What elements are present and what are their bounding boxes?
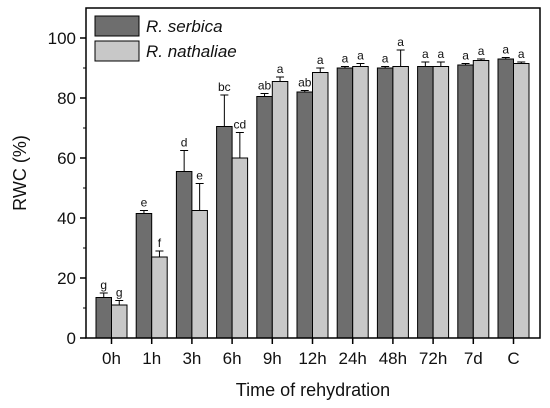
significance-letter: e bbox=[141, 196, 148, 210]
significance-letter: a bbox=[317, 53, 324, 67]
bar-nathaliae-3h bbox=[191, 210, 208, 339]
significance-letter: f bbox=[158, 236, 162, 250]
x-tick-label: 48h bbox=[379, 349, 407, 368]
x-tick-label: 72h bbox=[419, 349, 447, 368]
y-tick-label: 20 bbox=[57, 269, 76, 288]
significance-letter: d bbox=[181, 136, 188, 150]
legend-swatch bbox=[94, 40, 140, 62]
y-tick-label: 0 bbox=[67, 329, 76, 348]
bar-serbica-12h bbox=[296, 91, 313, 339]
significance-letter: a bbox=[502, 43, 509, 57]
significance-letter: a bbox=[462, 49, 469, 63]
bar-serbica-7d bbox=[457, 64, 474, 339]
bar-nathaliae-48h bbox=[392, 66, 409, 339]
significance-letter: a bbox=[382, 52, 389, 66]
y-axis-title: RWC (%) bbox=[10, 135, 30, 211]
y-tick-label: 60 bbox=[57, 149, 76, 168]
x-axis: 0h 1h 3h 6h 9h 12h 24h 48h 72h 7d C bbox=[102, 338, 520, 368]
x-tick-label: 9h bbox=[263, 349, 282, 368]
x-tick-label: 12h bbox=[298, 349, 326, 368]
significance-letter: cd bbox=[234, 118, 247, 132]
significance-letter: a bbox=[397, 35, 404, 49]
x-tick-label: 1h bbox=[142, 349, 161, 368]
significance-letter: a bbox=[478, 44, 485, 58]
legend-label: R. nathaliae bbox=[146, 42, 237, 61]
significance-letter: e bbox=[196, 169, 203, 183]
bar-serbica-0h bbox=[95, 297, 112, 339]
x-tick-label: C bbox=[507, 349, 519, 368]
significance-letter: a bbox=[438, 47, 445, 61]
significance-letter: bc bbox=[218, 80, 231, 94]
legend-swatch bbox=[94, 15, 140, 37]
legend: R. serbica R. nathaliae bbox=[94, 15, 237, 62]
significance-letter: g bbox=[100, 278, 107, 292]
bar-serbica-6h bbox=[216, 126, 233, 339]
x-tick-label: 3h bbox=[182, 349, 201, 368]
bar-serbica-48h bbox=[376, 67, 394, 339]
bar-nathaliae-7d bbox=[472, 60, 490, 339]
bar-nathaliae-72h bbox=[432, 66, 450, 339]
x-tick-label: 24h bbox=[339, 349, 367, 368]
legend-label: R. serbica bbox=[146, 17, 223, 36]
significance-letter: g bbox=[116, 286, 123, 300]
x-tick-label: 6h bbox=[223, 349, 242, 368]
y-tick-label: 100 bbox=[48, 29, 76, 48]
bar-serbica-C bbox=[497, 58, 514, 339]
significance-letter: a bbox=[277, 62, 284, 76]
significance-letter: a bbox=[342, 52, 349, 66]
bar-serbica-9h bbox=[256, 96, 273, 339]
bar-serbica-24h bbox=[336, 67, 354, 339]
bar-serbica-72h bbox=[417, 66, 434, 339]
bars-layer bbox=[95, 58, 530, 339]
bar-nathaliae-C bbox=[513, 63, 530, 339]
bar-serbica-1h bbox=[135, 213, 153, 339]
bar-nathaliae-24h bbox=[352, 66, 369, 339]
y-tick-label: 40 bbox=[57, 209, 76, 228]
significance-letter: a bbox=[518, 47, 525, 61]
bar-nathaliae-12h bbox=[312, 72, 329, 339]
x-tick-label: 7d bbox=[464, 349, 483, 368]
bar-nathaliae-0h bbox=[111, 304, 128, 339]
significance-letter: ab bbox=[258, 79, 272, 93]
y-tick-label: 80 bbox=[57, 89, 76, 108]
x-axis-title: Time of rehydration bbox=[236, 380, 390, 400]
significance-letter: a bbox=[422, 47, 429, 61]
error-bars-layer bbox=[99, 49, 526, 305]
bar-nathaliae-1h bbox=[151, 256, 168, 339]
bar-serbica-3h bbox=[175, 171, 193, 339]
y-axis: 0 20 40 60 80 100 bbox=[48, 29, 86, 348]
bar-nathaliae-9h bbox=[271, 81, 289, 339]
significance-letter: a bbox=[357, 49, 364, 63]
x-tick-label: 0h bbox=[102, 349, 121, 368]
significance-letter: ab bbox=[298, 76, 312, 90]
bar-nathaliae-6h bbox=[231, 157, 249, 339]
